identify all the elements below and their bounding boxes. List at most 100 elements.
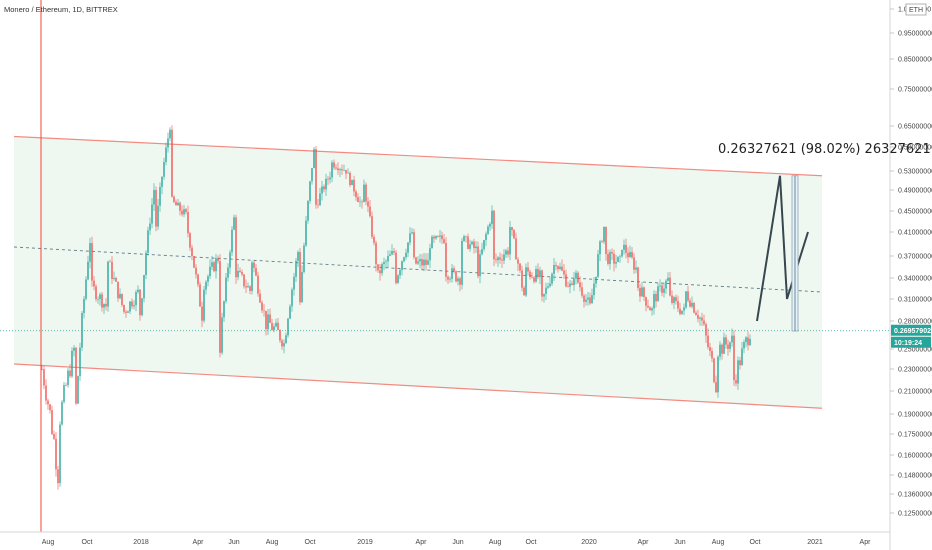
candle-body <box>667 277 669 281</box>
candle-body <box>389 254 391 256</box>
candle-body <box>485 233 487 240</box>
candle-body <box>347 172 349 174</box>
candle-body <box>45 385 47 401</box>
candle-body <box>163 162 165 177</box>
x-tick-label: Oct <box>82 539 93 546</box>
candle-body <box>351 179 353 186</box>
channel-lower-line[interactable] <box>13 363 823 409</box>
channel-mid-line[interactable] <box>13 246 823 293</box>
candle-body <box>493 210 495 260</box>
candle-body <box>413 232 415 258</box>
candle-body <box>577 272 579 283</box>
y-tick-label: 0.37000000 <box>898 254 932 261</box>
x-tick-label: Oct <box>305 539 316 546</box>
candle-body <box>623 244 625 250</box>
x-tick-label: Jun <box>674 539 685 546</box>
candle-body <box>627 252 629 258</box>
candle-body <box>509 227 511 255</box>
candle-body <box>663 288 665 293</box>
candle-body <box>181 210 183 215</box>
candle-body <box>649 307 651 311</box>
candle-body <box>305 220 307 246</box>
candle-body <box>275 322 277 327</box>
candle-body <box>299 252 301 303</box>
candle-body <box>289 306 291 319</box>
candle-body <box>523 287 525 296</box>
candle-body <box>429 248 431 261</box>
candle-body <box>213 262 215 272</box>
x-tick-label: Aug <box>712 539 725 546</box>
candle-body <box>605 226 607 254</box>
candle-body <box>101 294 103 308</box>
candle-body <box>353 179 355 192</box>
x-tick-label: Aug <box>42 539 55 546</box>
candle-body <box>151 204 153 224</box>
candle-body <box>671 295 673 303</box>
y-tick-label: 0.45000000 <box>898 209 932 216</box>
candle-body <box>555 265 557 267</box>
candle-body <box>51 410 53 435</box>
candle-body <box>691 302 693 307</box>
candle-body <box>171 129 173 197</box>
x-tick-label: Apr <box>860 539 872 546</box>
candle-body <box>503 254 505 261</box>
candle-body <box>261 302 263 311</box>
candle-body <box>609 252 611 264</box>
candle-body <box>427 260 429 265</box>
candle-body <box>499 257 501 260</box>
candle-body <box>209 266 211 277</box>
candle-body <box>445 242 447 277</box>
candle-body <box>647 305 649 308</box>
candle-body <box>437 236 439 237</box>
candle-body <box>227 267 229 278</box>
candle-body <box>119 293 121 299</box>
candle-body <box>497 257 499 261</box>
candle-body <box>253 262 255 268</box>
candle-body <box>659 285 661 287</box>
candle-body <box>619 256 621 257</box>
candle-body <box>409 233 411 243</box>
candle-body <box>645 297 647 306</box>
candle-body <box>405 252 407 258</box>
y-tick-label: 0.95000000 <box>898 31 932 38</box>
candle-body <box>505 250 507 255</box>
candle-body <box>149 223 151 231</box>
candle-body <box>315 149 317 205</box>
candle-body <box>223 301 225 318</box>
candle-body <box>705 324 707 336</box>
candle-body <box>613 253 615 264</box>
candle-body <box>489 223 491 227</box>
candle-body <box>365 184 367 202</box>
candle-body <box>585 299 587 302</box>
candle-body <box>725 337 727 345</box>
candle-body <box>259 293 261 303</box>
candle-body <box>727 344 729 349</box>
currency-badge-bg[interactable] <box>905 3 927 16</box>
candle-body <box>73 347 75 351</box>
candle-body <box>145 252 147 276</box>
candle-body <box>397 275 399 283</box>
candle-body <box>285 335 287 344</box>
channel-fill <box>14 136 822 409</box>
candle-body <box>375 242 377 265</box>
candle-body <box>203 289 205 321</box>
candle-body <box>133 305 135 307</box>
x-tick-label: Aug <box>489 539 502 546</box>
candle-body <box>339 169 341 171</box>
candle-body <box>575 272 577 279</box>
channel-upper-line[interactable] <box>13 135 823 177</box>
candle-body <box>367 201 369 207</box>
candle-body <box>381 263 383 274</box>
candle-body <box>41 369 43 370</box>
candle-body <box>377 264 379 271</box>
candle-body <box>109 261 111 263</box>
candle-body <box>385 261 387 263</box>
candle-body <box>63 385 65 402</box>
candle-body <box>507 250 509 255</box>
candle-body <box>291 289 293 307</box>
countdown-badge-bg <box>891 336 931 348</box>
candle-body <box>669 277 671 296</box>
candle-body <box>521 270 523 288</box>
